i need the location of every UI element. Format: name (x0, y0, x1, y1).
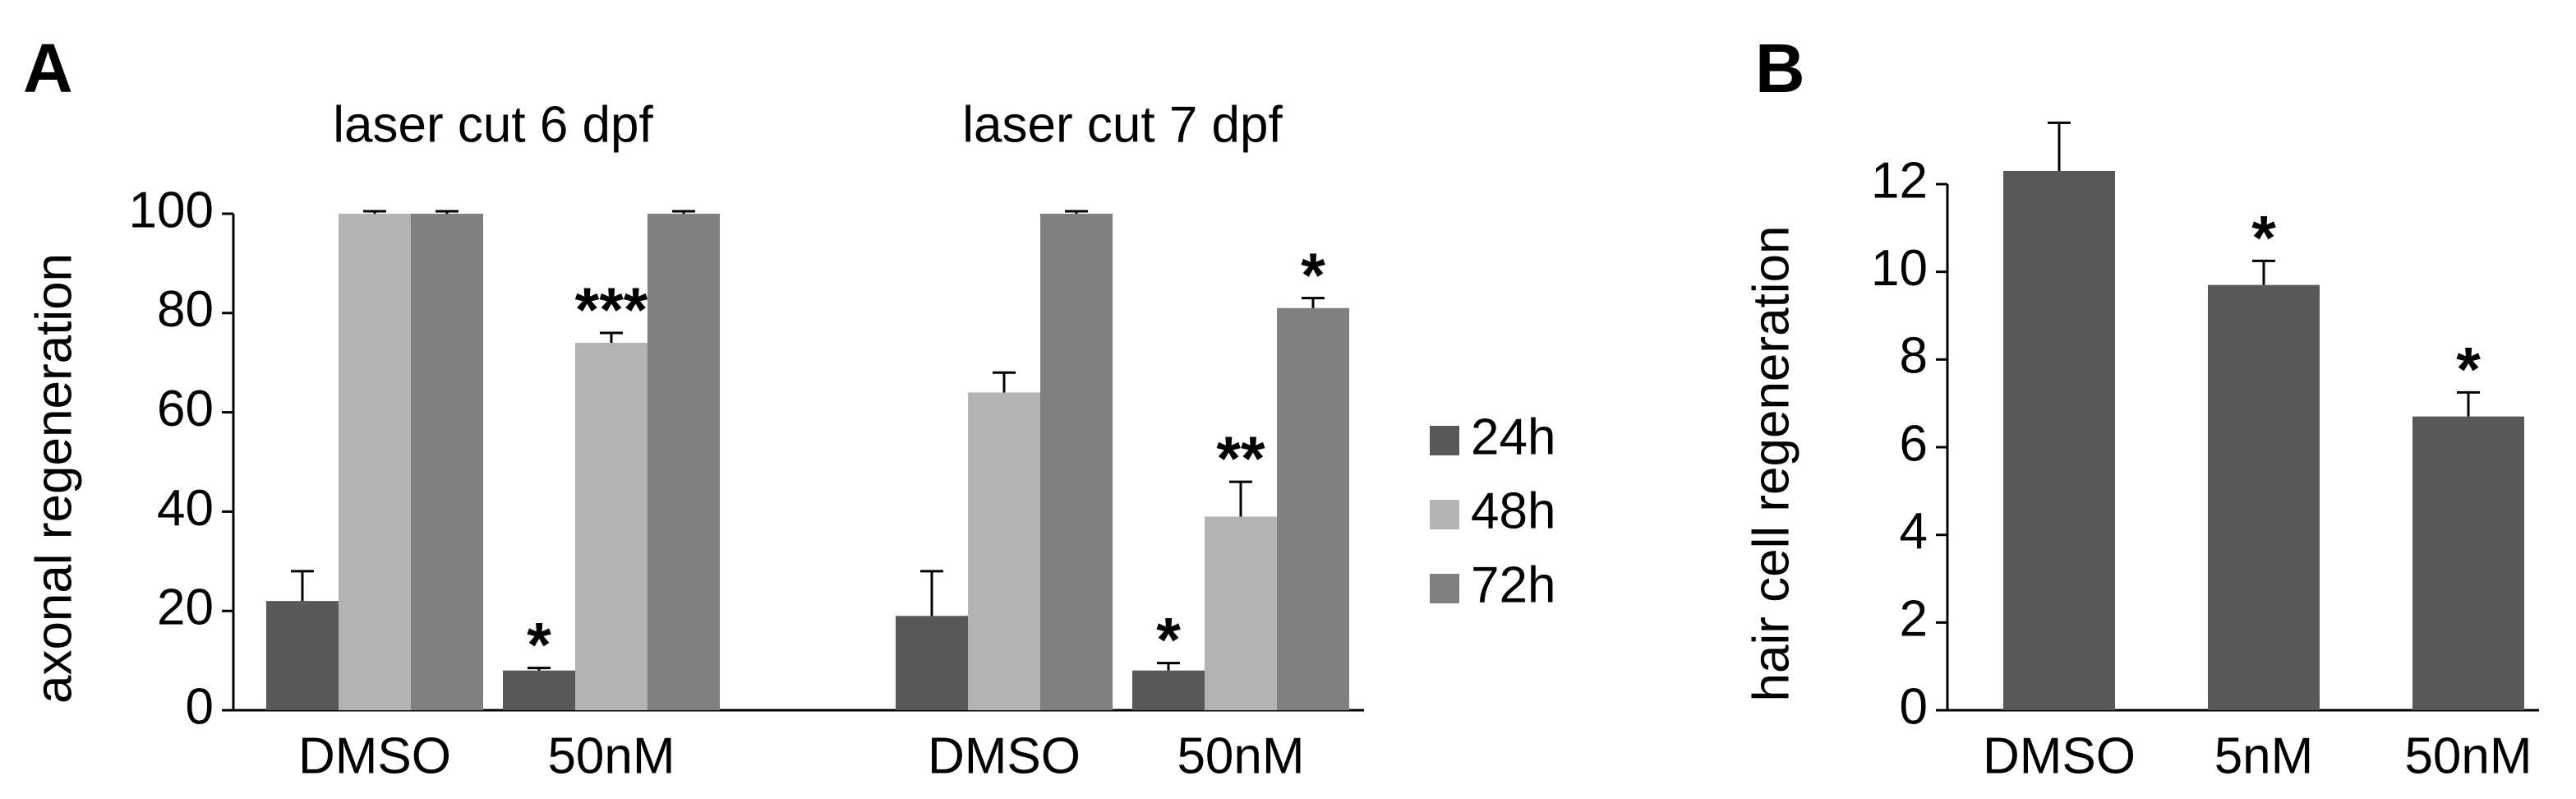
bar (647, 214, 720, 710)
legend-label: 48h (1471, 483, 1555, 539)
group-title: laser cut 7 dpf (962, 96, 1283, 153)
bar (2208, 284, 2320, 711)
bar (1277, 307, 1349, 710)
y-tick-label: 8 (1900, 328, 1928, 385)
y-tick-label: 100 (129, 182, 214, 238)
legend-swatch (1430, 426, 1459, 455)
bar (1205, 516, 1277, 710)
legend-label: 72h (1471, 557, 1555, 613)
bar (1132, 670, 1205, 710)
bar (411, 214, 483, 710)
legend-swatch (1430, 500, 1459, 529)
bar (1040, 214, 1113, 710)
x-tick-label: 50nM (1177, 727, 1304, 784)
y-tick-label: 10 (1871, 240, 1928, 297)
x-tick-label: DMSO (928, 727, 1081, 784)
legend-label: 24h (1471, 409, 1555, 465)
significance: * (1301, 241, 1325, 311)
x-tick-label: 50nM (547, 727, 675, 784)
legend-swatch (1430, 574, 1459, 603)
y-tick-label: 0 (186, 678, 214, 735)
y-tick-label: 2 (1900, 591, 1928, 648)
significance: * (527, 611, 551, 681)
y-axis-label: axonal regeneration (25, 253, 82, 704)
bar (2003, 171, 2115, 710)
y-tick-label: 12 (1871, 152, 1928, 209)
bar (2412, 416, 2524, 710)
significance: ** (1216, 424, 1265, 494)
y-axis-label: hair cell regeneration (1743, 225, 1800, 701)
y-tick-label: 80 (157, 281, 214, 338)
y-tick-label: 40 (157, 480, 214, 537)
x-tick-label: DMSO (1983, 727, 2136, 784)
bar (968, 392, 1040, 710)
x-tick-label: 50nM (2404, 727, 2532, 784)
panel-label: A (23, 30, 73, 107)
y-tick-label: 20 (157, 580, 214, 636)
bar (503, 670, 575, 710)
y-tick-label: 4 (1900, 503, 1928, 560)
y-tick-label: 0 (1900, 678, 1928, 735)
bar (339, 214, 411, 710)
bar (896, 616, 968, 710)
significance: *** (575, 275, 648, 345)
significance: * (2251, 203, 2276, 273)
significance: * (1156, 606, 1181, 676)
y-tick-label: 6 (1900, 415, 1928, 472)
x-tick-label: 5nM (2214, 727, 2314, 784)
significance: * (2456, 335, 2481, 404)
x-tick-label: DMSO (298, 727, 451, 784)
y-tick-label: 60 (157, 381, 214, 437)
bar (266, 601, 339, 710)
panel-label: B (1755, 30, 1805, 107)
bar (575, 343, 647, 710)
group-title: laser cut 6 dpf (333, 96, 653, 153)
